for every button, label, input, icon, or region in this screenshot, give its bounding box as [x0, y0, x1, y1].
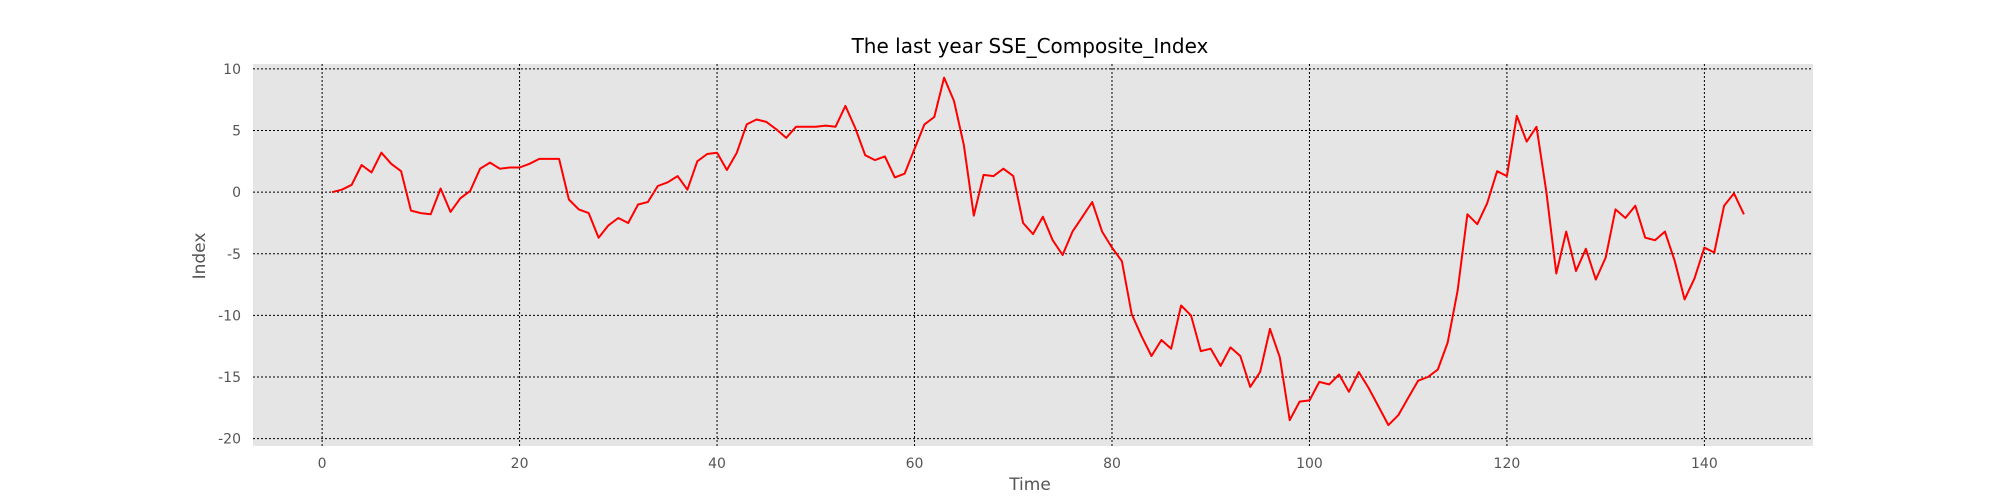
y-tick-label: 10: [223, 62, 241, 78]
x-axis-label: Time: [1008, 475, 1051, 495]
y-tick-label: -20: [218, 432, 241, 448]
y-axis-label: Index: [190, 233, 210, 280]
chart-title: The last year SSE_Composite_Index: [851, 34, 1209, 58]
x-tick-label: 140: [1691, 456, 1718, 472]
y-tick-label: -5: [227, 247, 241, 263]
y-tick-label: -10: [218, 308, 241, 324]
x-tick-label: 60: [906, 456, 924, 472]
y-tick-label: -15: [218, 370, 241, 386]
x-tick-label: 20: [511, 456, 529, 472]
x-tick-label: 40: [708, 456, 726, 472]
plot-area: [253, 64, 1813, 446]
x-tick-label: 80: [1103, 456, 1121, 472]
x-tick-label: 100: [1296, 456, 1323, 472]
x-tick-label: 120: [1494, 456, 1521, 472]
series-line: [331, 76, 1745, 427]
y-tick-label: 0: [232, 185, 241, 201]
x-tick-label: 0: [318, 456, 327, 472]
y-tick-label: 5: [232, 124, 241, 140]
